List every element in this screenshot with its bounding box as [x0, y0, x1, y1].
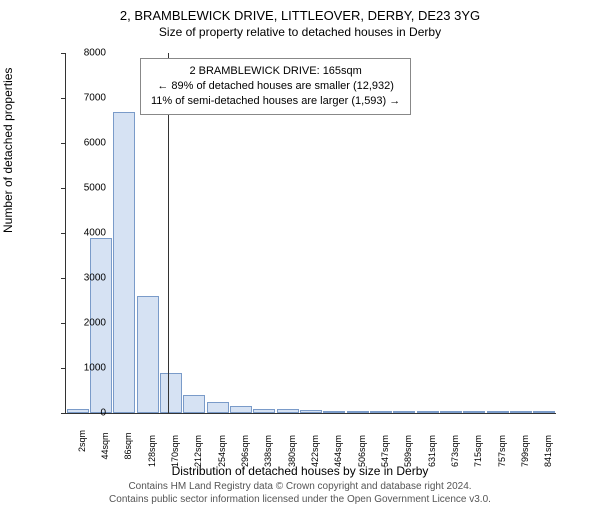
- histogram-bar: [487, 411, 509, 413]
- x-tick-label: 506sqm: [357, 435, 367, 467]
- histogram-bar: [253, 409, 275, 414]
- histogram-bar: [463, 411, 485, 413]
- x-tick-label: 44sqm: [100, 433, 110, 460]
- y-tick-label: 1000: [84, 363, 106, 374]
- histogram-bar: [370, 411, 392, 413]
- histogram-bar: [183, 395, 205, 413]
- x-tick-label: 422sqm: [310, 435, 320, 467]
- histogram-bar: [113, 112, 135, 414]
- x-tick-label: 673sqm: [450, 435, 460, 467]
- x-tick-label: 841sqm: [543, 435, 553, 467]
- x-tick-label: 464sqm: [333, 435, 343, 467]
- x-tick-label: 86sqm: [123, 433, 133, 460]
- x-tick-label: 715sqm: [473, 435, 483, 467]
- histogram-bar: [207, 402, 229, 413]
- histogram-bar: [160, 373, 182, 414]
- histogram-bar: [230, 406, 252, 413]
- x-tick-label: 296sqm: [240, 435, 250, 467]
- y-tick-label: 6000: [84, 138, 106, 149]
- histogram-bar: [300, 410, 322, 413]
- histogram-bar: [440, 411, 462, 413]
- y-tick-label: 0: [100, 408, 106, 419]
- info-line-1: 2 BRAMBLEWICK DRIVE: 165sqm: [151, 64, 400, 79]
- x-tick-label: 128sqm: [147, 435, 157, 467]
- footer-attribution: Contains HM Land Registry data © Crown c…: [0, 480, 600, 506]
- y-tick-label: 3000: [84, 273, 106, 284]
- x-tick-label: 589sqm: [403, 435, 413, 467]
- info-box: 2 BRAMBLEWICK DRIVE: 165sqm ← 89% of det…: [140, 58, 411, 115]
- x-axis-label: Distribution of detached houses by size …: [0, 464, 600, 478]
- x-tick-label: 757sqm: [497, 435, 507, 467]
- histogram-bar: [510, 411, 532, 413]
- x-tick-label: 338sqm: [263, 435, 273, 467]
- y-tick-label: 2000: [84, 318, 106, 329]
- y-tick-label: 7000: [84, 93, 106, 104]
- x-tick-label: 547sqm: [380, 435, 390, 467]
- x-tick-label: 212sqm: [193, 435, 203, 467]
- x-tick-label: 2sqm: [77, 430, 87, 452]
- histogram-bar: [137, 296, 159, 413]
- info-line-2: ← 89% of detached houses are smaller (12…: [151, 79, 400, 94]
- x-tick-label: 254sqm: [217, 435, 227, 467]
- histogram-bar: [417, 411, 439, 413]
- footer-line-1: Contains HM Land Registry data © Crown c…: [0, 480, 600, 493]
- x-tick-label: 799sqm: [520, 435, 530, 467]
- info-line-3: 11% of semi-detached houses are larger (…: [151, 94, 400, 109]
- histogram-bar: [533, 411, 555, 413]
- y-tick-label: 5000: [84, 183, 106, 194]
- histogram-bar: [323, 411, 345, 413]
- histogram-bar: [277, 409, 299, 413]
- histogram-bar: [67, 409, 89, 414]
- y-tick-label: 8000: [84, 48, 106, 59]
- title-sub: Size of property relative to detached ho…: [0, 25, 600, 39]
- x-tick-label: 170sqm: [170, 435, 180, 467]
- x-tick-label: 380sqm: [287, 435, 297, 467]
- x-tick-label: 631sqm: [427, 435, 437, 467]
- histogram-bar: [347, 411, 369, 413]
- title-main: 2, BRAMBLEWICK DRIVE, LITTLEOVER, DERBY,…: [0, 8, 600, 23]
- histogram-bar: [393, 411, 415, 413]
- y-tick-label: 4000: [84, 228, 106, 239]
- y-axis-label: Number of detached properties: [1, 68, 15, 233]
